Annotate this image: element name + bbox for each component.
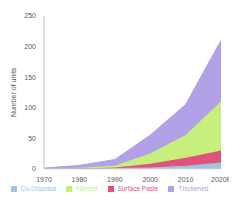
html-text:Thickened: Thickened xyxy=(178,184,209,192)
svg-text:2020F: 2020F xyxy=(211,176,229,183)
svg-text:150: 150 xyxy=(24,74,36,81)
svg-text:200: 200 xyxy=(24,43,36,50)
svg-text:2000: 2000 xyxy=(142,176,158,183)
html-text:Co-Disposal: Co-Disposal xyxy=(20,184,56,192)
svg-text:250: 250 xyxy=(24,12,36,19)
svg-text:100: 100 xyxy=(24,104,36,111)
svg-text:0: 0 xyxy=(32,165,36,172)
svg-text:1990: 1990 xyxy=(107,176,123,183)
html-text:Filtered: Filtered xyxy=(75,184,98,192)
svg-text:1970: 1970 xyxy=(36,176,52,183)
svg-text:50: 50 xyxy=(28,135,36,142)
svg-text:Number of units: Number of units xyxy=(10,67,17,117)
html-text:Surface Paste: Surface Paste xyxy=(117,184,159,192)
svg-text:2010: 2010 xyxy=(178,176,194,183)
svg-text:1980: 1980 xyxy=(72,176,88,183)
